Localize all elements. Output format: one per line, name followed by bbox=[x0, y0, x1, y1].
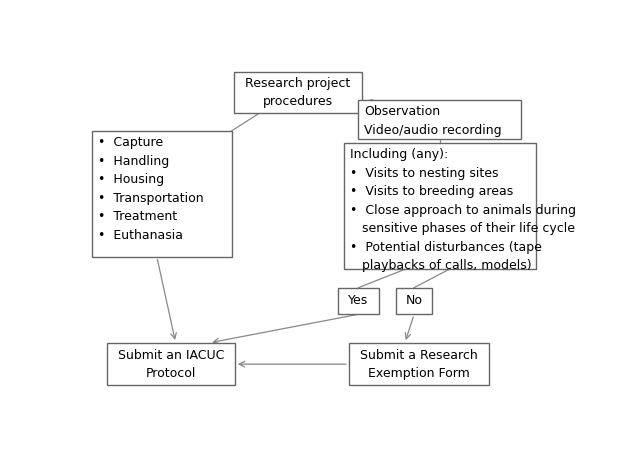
Text: Yes: Yes bbox=[348, 295, 369, 307]
Text: Observation
Video/audio recording: Observation Video/audio recording bbox=[364, 105, 502, 136]
Text: Submit a Research
Exemption Form: Submit a Research Exemption Form bbox=[360, 349, 478, 380]
FancyBboxPatch shape bbox=[396, 288, 432, 314]
FancyBboxPatch shape bbox=[234, 72, 362, 113]
Text: Research project
procedures: Research project procedures bbox=[245, 77, 351, 108]
FancyBboxPatch shape bbox=[92, 131, 232, 257]
FancyBboxPatch shape bbox=[107, 343, 235, 385]
Text: Including (any):
•  Visits to nesting sites
•  Visits to breeding areas
•  Close: Including (any): • Visits to nesting sit… bbox=[350, 148, 576, 272]
FancyBboxPatch shape bbox=[338, 288, 379, 314]
Text: •  Capture
•  Handling
•  Housing
•  Transportation
•  Treatment
•  Euthanasia: • Capture • Handling • Housing • Transpo… bbox=[98, 136, 203, 242]
FancyBboxPatch shape bbox=[344, 143, 536, 269]
Text: No: No bbox=[406, 295, 422, 307]
Text: Submit an IACUC
Protocol: Submit an IACUC Protocol bbox=[118, 349, 224, 380]
FancyBboxPatch shape bbox=[349, 343, 489, 385]
FancyBboxPatch shape bbox=[358, 100, 522, 139]
